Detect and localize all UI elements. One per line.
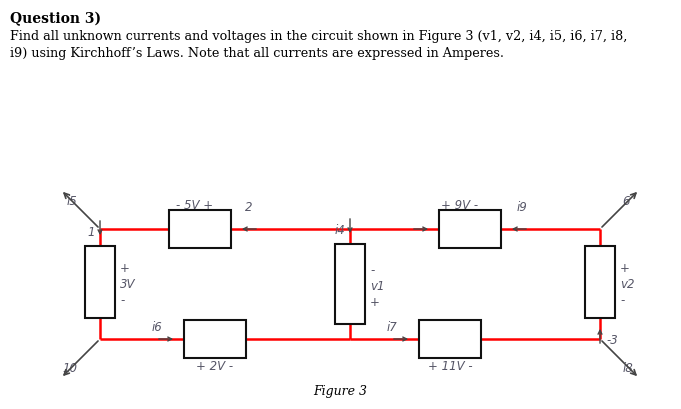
Text: +: + (120, 262, 130, 275)
Text: v1: v1 (370, 280, 385, 293)
Text: i9) using Kirchhoff’s Laws. Note that all currents are expressed in Amperes.: i9) using Kirchhoff’s Laws. Note that al… (10, 47, 504, 60)
Text: i9: i9 (517, 200, 528, 213)
Text: Figure 3: Figure 3 (313, 384, 367, 397)
Text: i6: i6 (151, 320, 162, 333)
Text: Find all unknown currents and voltages in the circuit shown in Figure 3 (v1, v2,: Find all unknown currents and voltages i… (10, 30, 627, 43)
Bar (184, 320, 246, 358)
Text: + 9V -: + 9V - (441, 198, 479, 211)
Bar (419, 320, 481, 358)
Bar (85, 246, 115, 318)
Text: i5: i5 (67, 195, 78, 208)
Text: -: - (370, 264, 375, 277)
Bar (169, 211, 231, 248)
Text: v2: v2 (620, 278, 635, 291)
Text: 6: 6 (622, 195, 630, 208)
Text: +: + (620, 262, 630, 275)
Text: 1: 1 (87, 226, 95, 239)
Text: i8: i8 (622, 361, 633, 374)
Bar (585, 246, 615, 318)
Text: 2: 2 (245, 200, 253, 213)
Text: +: + (370, 296, 380, 309)
Text: -3: -3 (606, 334, 618, 347)
Text: Question 3): Question 3) (10, 12, 101, 26)
Text: i4: i4 (334, 224, 345, 237)
Bar (335, 245, 365, 324)
Text: i7: i7 (386, 320, 397, 333)
Text: - 5V +: - 5V + (176, 198, 214, 211)
Text: -: - (120, 294, 125, 307)
Bar (439, 211, 501, 248)
Text: + 11V -: + 11V - (428, 359, 473, 372)
Text: 3V: 3V (120, 278, 136, 291)
Text: + 2V -: + 2V - (196, 359, 234, 372)
Text: 10: 10 (63, 361, 78, 374)
Text: -: - (620, 294, 624, 307)
